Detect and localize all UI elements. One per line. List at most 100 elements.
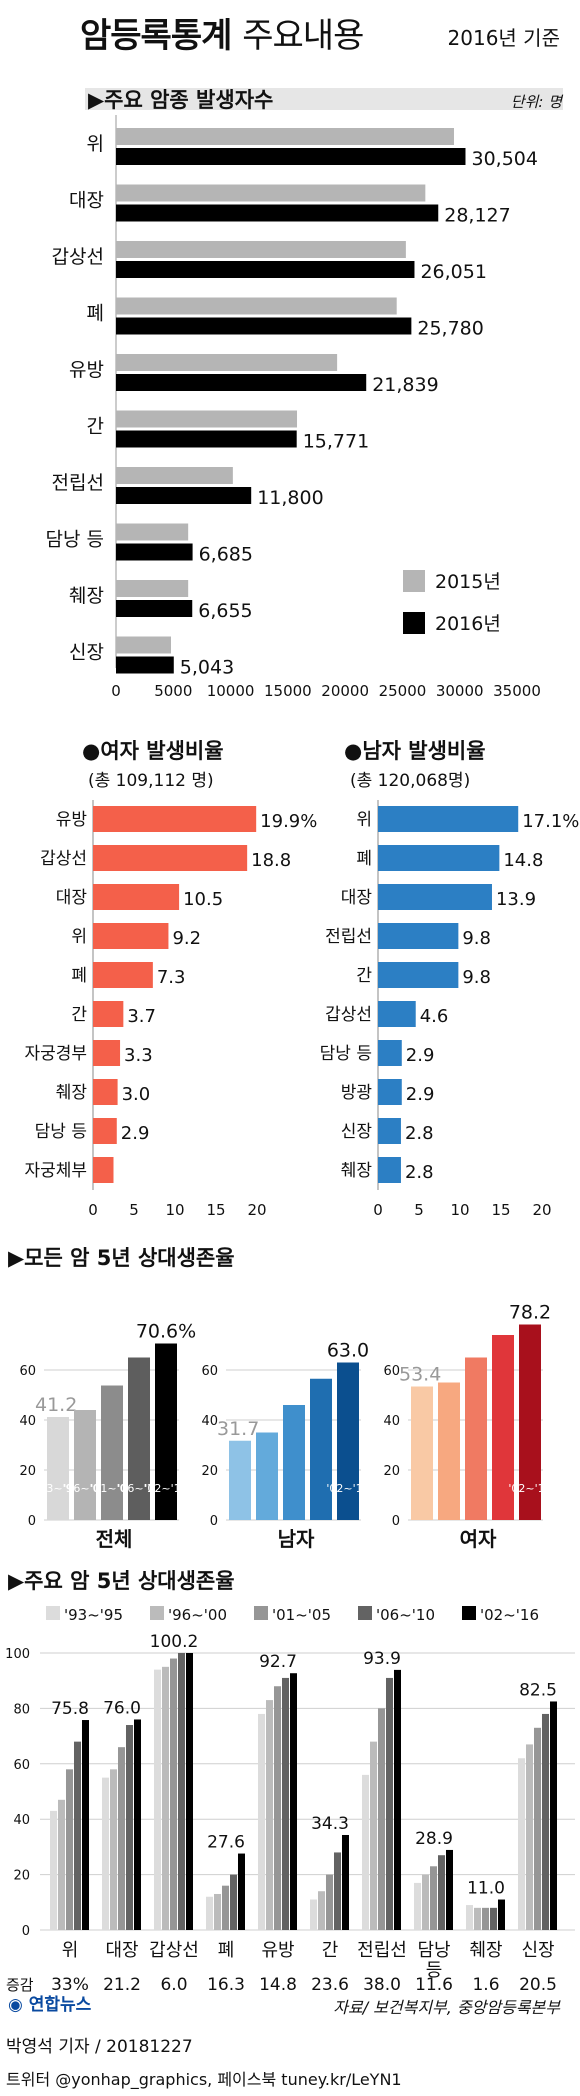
female-title: ●여자 발생비율	[82, 739, 224, 763]
survival-period-label: '02~'16	[326, 1482, 369, 1495]
major-survival-value-label: 27.6	[207, 1833, 245, 1853]
major-survival-bar	[422, 1874, 429, 1930]
major-survival-bar	[498, 1899, 505, 1930]
female-total: (총 109,112 명)	[88, 771, 214, 791]
survival-panel-name: 여자	[460, 1527, 497, 1551]
male-value-label: 9.8	[462, 967, 491, 988]
major-survival-bar	[258, 1713, 265, 1930]
female-category-label: 폐	[71, 966, 87, 986]
bar-2015	[116, 128, 454, 145]
female-bar	[93, 884, 180, 910]
increase-value: 16.3	[207, 1975, 245, 1995]
male-bar	[378, 884, 492, 910]
male-bar	[378, 923, 459, 949]
increase-value: 21.2	[103, 1975, 141, 1995]
bar-2015	[116, 523, 189, 541]
reference-date: 2016년 기준	[447, 26, 560, 50]
major-survival-bar	[466, 1905, 473, 1930]
section1-value-label: 6,655	[198, 600, 252, 622]
major-survival-bar	[526, 1744, 533, 1930]
major-survival-bar	[490, 1907, 497, 1930]
major-survival-category: 유방	[261, 1940, 294, 1961]
major-survival-category: 전립선	[357, 1940, 407, 1961]
logo-text: 연합뉴스	[28, 1995, 92, 2015]
major-survival-bar	[238, 1853, 245, 1930]
major-survival-bar	[318, 1891, 325, 1930]
female-category-label: 췌장	[56, 1083, 88, 1103]
major-survival-bar	[386, 1677, 393, 1930]
major-survival-value-label: 34.3	[311, 1814, 349, 1834]
section1-value-label: 11,800	[257, 487, 323, 509]
survival-y-tick: 20	[19, 1464, 36, 1479]
female-value-label: 3.3	[124, 1045, 153, 1066]
major-survival-bar	[282, 1677, 289, 1930]
major-survival-bar	[206, 1896, 213, 1930]
bar-2016	[116, 148, 466, 165]
legend-swatch-period	[254, 1606, 268, 1620]
legend-swatch-period	[46, 1606, 60, 1620]
section1-category-label: 갑상선	[52, 246, 104, 268]
source-note: 자료/ 보건복지부, 중앙암등록본부	[333, 1998, 560, 2017]
section1-category-label: 폐	[87, 303, 104, 325]
section1-category-label: 위	[87, 133, 104, 155]
major-survival-bar	[438, 1855, 445, 1930]
major-survival-bar	[542, 1713, 549, 1930]
female-value-label: 3.7	[127, 1006, 156, 1027]
section1-value-label: 6,685	[199, 544, 253, 566]
bar-2016	[116, 204, 439, 222]
bar-2016	[116, 261, 415, 278]
major-survival-y-tick: 20	[13, 1869, 30, 1884]
female-value-label: 7.3	[157, 967, 186, 988]
section1-category-label: 신장	[69, 642, 104, 664]
survival-y-tick: 60	[383, 1364, 400, 1379]
bar-2016	[116, 487, 252, 504]
male-total: (총 120,068명)	[350, 771, 470, 791]
survival-y-tick: 40	[19, 1414, 36, 1429]
survival-value-label: 78.2	[509, 1302, 551, 1324]
male-value-label: 9.8	[462, 928, 491, 949]
legend-label-period: '96~'00	[168, 1606, 227, 1624]
bar-2016	[116, 543, 193, 561]
bar-2016	[116, 600, 193, 617]
male-bar	[378, 806, 519, 832]
major-survival-bar	[134, 1719, 141, 1930]
male-category-label: 위	[356, 810, 372, 830]
section1-x-tick: 30000	[436, 682, 484, 700]
section1-value-label: 28,127	[444, 205, 510, 227]
major-survival-value-label: 82.5	[519, 1680, 557, 1700]
section1-category-label: 췌장	[69, 585, 104, 607]
major-survival-bar	[102, 1777, 109, 1930]
female-x-tick: 20	[247, 1201, 266, 1219]
increase-label: 증감	[6, 1976, 34, 1994]
survival-bar	[337, 1362, 359, 1520]
male-category-label: 간	[356, 966, 372, 986]
survival-bar	[101, 1385, 123, 1520]
female-x-tick: 15	[206, 1201, 225, 1219]
survival-panel-name: 전체	[96, 1527, 133, 1551]
increase-value: 14.8	[259, 1975, 297, 1995]
female-category-label: 담낭 등	[35, 1122, 87, 1142]
female-category-label: 간	[71, 1005, 87, 1025]
increase-value: 33%	[51, 1975, 89, 1995]
major-survival-bar	[50, 1810, 57, 1930]
survival-period-label: '06~'10	[117, 1482, 160, 1495]
survival-period-label: '02~'16	[508, 1482, 551, 1495]
male-bar	[378, 962, 459, 988]
bar-2016	[116, 430, 297, 448]
major-survival-bar	[290, 1673, 297, 1930]
major-survival-value-label: 76.0	[103, 1698, 141, 1718]
male-category-label: 갑상선	[325, 1005, 372, 1025]
bar-2015	[116, 241, 406, 258]
survival-period-label: '93~'95	[36, 1482, 79, 1495]
male-x-tick: 15	[491, 1201, 510, 1219]
major-survival-value-label: 75.8	[51, 1699, 89, 1719]
bar-2015	[116, 184, 426, 202]
major-survival-bar	[82, 1720, 89, 1930]
major-survival-value-label: 11.0	[467, 1879, 505, 1899]
male-category-label: 신장	[341, 1122, 373, 1142]
major-survival-category: 대장	[105, 1940, 138, 1961]
yonhap-logo: ◉ 연합뉴스	[8, 1990, 91, 2015]
female-category-label: 자궁체부	[24, 1161, 87, 1181]
legend-swatch-2015	[403, 570, 425, 592]
major-survival-bar	[326, 1874, 333, 1930]
